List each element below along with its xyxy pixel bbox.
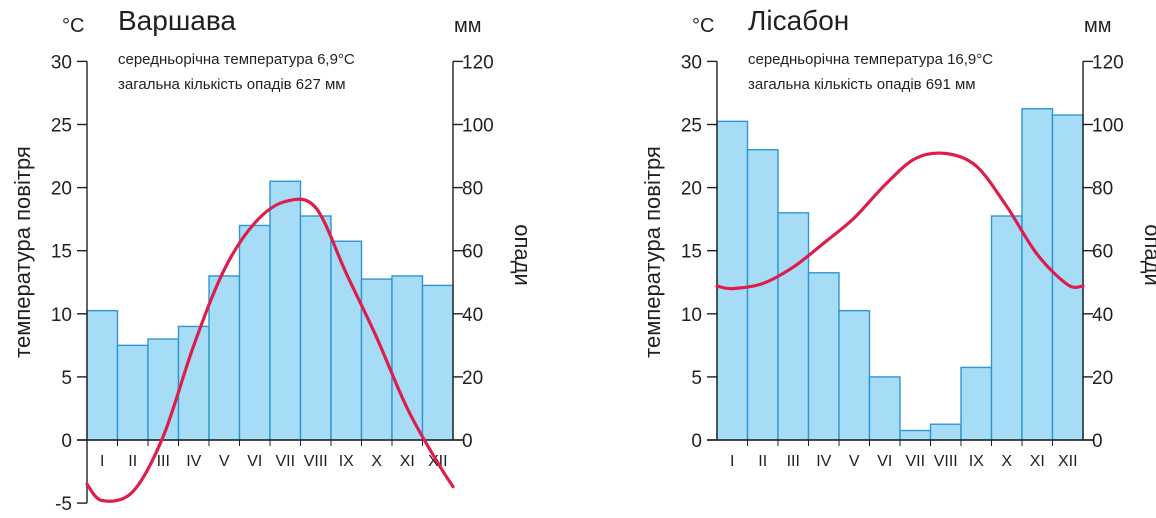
precipitation-unit-label: мм — [454, 15, 482, 37]
temperature-tick-label: 20 — [681, 179, 702, 200]
precipitation-bar-IV — [807, 272, 840, 441]
precipitation-tick-label: 60 — [462, 242, 483, 263]
precipitation-tick-label: 20 — [1092, 368, 1113, 389]
temperature-axis-title: температура повітря — [640, 146, 665, 358]
chart-title: Варшава — [118, 5, 236, 36]
month-label: VII — [275, 453, 295, 470]
precipitation-tick-label: 120 — [1092, 52, 1124, 73]
month-label: II — [758, 453, 767, 470]
precipitation-bar-VI — [868, 376, 901, 441]
temperature-unit-label: °C — [692, 15, 714, 37]
precipitation-unit-label: мм — [1084, 15, 1112, 37]
precipitation-bar-II — [116, 344, 149, 441]
temperature-tick-label: 25 — [681, 116, 702, 137]
temperature-tick-label: -5 — [55, 494, 72, 515]
temperature-tick-label: 25 — [51, 116, 72, 137]
precipitation-bar-VII — [269, 180, 302, 441]
month-label: VII — [905, 453, 925, 470]
precipitation-bar-II — [746, 149, 779, 441]
annual-precipitation-note: загальна кількість опадів 691 мм — [748, 76, 976, 93]
precipitation-bar-VIII — [299, 215, 332, 441]
precipitation-tick-label: 0 — [462, 431, 473, 452]
temperature-tick-label: 0 — [61, 431, 72, 452]
temperature-axis-title: температура повітря — [10, 146, 35, 358]
temperature-tick-label: 5 — [691, 368, 702, 389]
month-label: X — [371, 453, 382, 470]
month-label: XI — [1030, 453, 1045, 470]
precipitation-tick-label: 80 — [1092, 179, 1113, 200]
precipitation-bar-X — [990, 215, 1023, 441]
precipitation-axis-title: опади — [1140, 224, 1156, 286]
precipitation-bar-XII — [421, 284, 454, 441]
precipitation-bar-XI — [1021, 108, 1054, 441]
month-label: II — [128, 453, 137, 470]
temperature-tick-label: 5 — [61, 368, 72, 389]
precipitation-tick-label: 0 — [1092, 431, 1103, 452]
precipitation-bars — [86, 180, 454, 441]
precipitation-tick-label: 120 — [462, 52, 494, 73]
temperature-tick-label: 10 — [51, 305, 72, 326]
precipitation-bars — [716, 108, 1084, 441]
month-label: X — [1001, 453, 1012, 470]
precipitation-bar-VIII — [929, 423, 962, 441]
temperature-line — [715, 151, 1085, 291]
temperature-tick-label: 15 — [51, 242, 72, 263]
precipitation-bar-III — [147, 338, 180, 441]
month-label: III — [787, 453, 800, 470]
annual-temperature-note: середньорічна температура 6,9°C — [118, 51, 355, 68]
precipitation-tick-label: 100 — [462, 116, 494, 137]
precipitation-bar-IX — [960, 366, 993, 441]
precipitation-bar-VII — [899, 429, 932, 441]
month-label: VIII — [304, 453, 328, 470]
month-label: III — [157, 453, 170, 470]
precipitation-bar-V — [838, 309, 871, 441]
temperature-tick-label: 0 — [691, 431, 702, 452]
precipitation-tick-label: 40 — [462, 305, 483, 326]
month-label: VI — [247, 453, 262, 470]
precipitation-bar-V — [208, 275, 241, 441]
month-label: VIII — [934, 453, 958, 470]
month-label: V — [849, 453, 860, 470]
annual-precipitation-note: загальна кількість опадів 627 мм — [118, 76, 346, 93]
precipitation-bar-XI — [391, 275, 424, 441]
temperature-tick-label: 30 — [51, 52, 72, 73]
precipitation-bar-III — [777, 212, 810, 441]
precipitation-bar-VI — [238, 224, 271, 441]
precipitation-tick-label: 20 — [462, 368, 483, 389]
precipitation-bar-I — [86, 309, 119, 441]
month-label: IV — [816, 453, 831, 470]
temperature-tick-label: 10 — [681, 305, 702, 326]
month-label: I — [100, 453, 104, 470]
chart-title: Лісабон — [748, 5, 849, 36]
precipitation-tick-label: 100 — [1092, 116, 1124, 137]
month-label: I — [730, 453, 734, 470]
month-label: IV — [186, 453, 201, 470]
precipitation-bar-I — [716, 120, 749, 441]
temperature-tick-label: 15 — [681, 242, 702, 263]
month-label: IX — [339, 453, 354, 470]
precipitation-axis-title: опади — [510, 224, 535, 286]
month-label: VI — [877, 453, 892, 470]
month-label: IX — [969, 453, 984, 470]
precipitation-tick-label: 60 — [1092, 242, 1113, 263]
precipitation-tick-label: 40 — [1092, 305, 1113, 326]
temperature-unit-label: °C — [62, 15, 84, 37]
month-label: V — [219, 453, 230, 470]
temperature-tick-label: 20 — [51, 179, 72, 200]
month-label: XI — [400, 453, 415, 470]
temperature-tick-label: 30 — [681, 52, 702, 73]
annual-temperature-note: середньорічна температура 16,9°C — [748, 51, 993, 68]
month-label: XII — [1058, 453, 1078, 470]
precipitation-tick-label: 80 — [462, 179, 483, 200]
temperature-line — [85, 197, 455, 503]
